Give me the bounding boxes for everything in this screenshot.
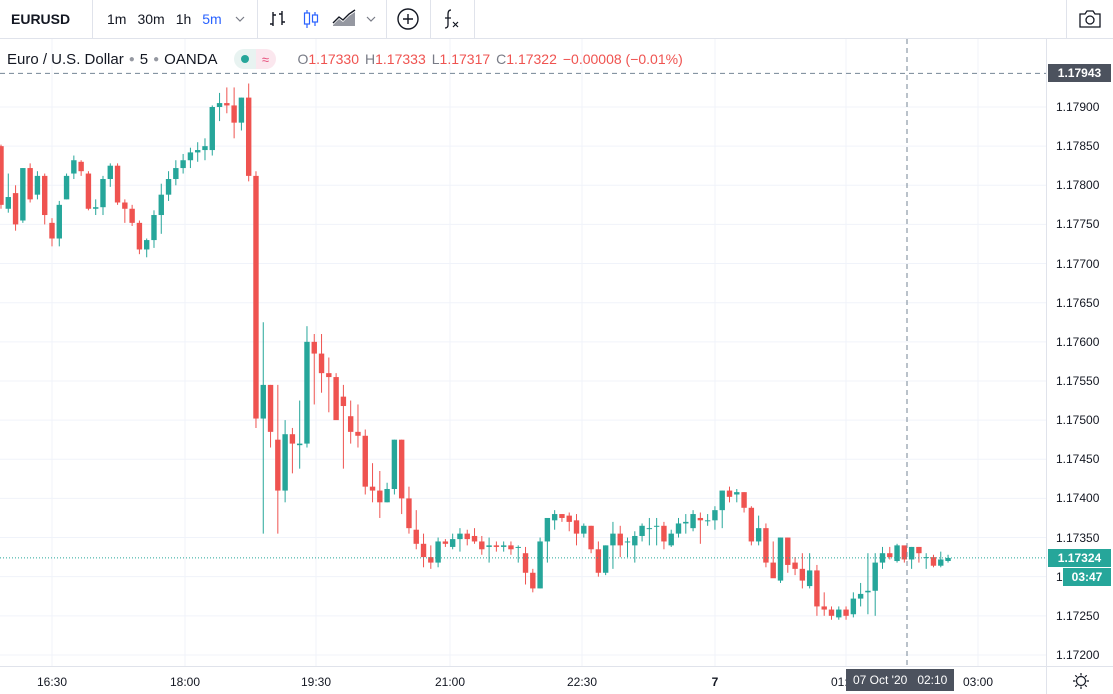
interval-1m[interactable]: 1m xyxy=(107,11,127,27)
time-tick-label: 21:00 xyxy=(434,675,466,689)
ohlc-open: O1.17330 xyxy=(297,51,360,67)
toolbar-divider xyxy=(429,0,431,38)
interval-30m[interactable]: 30m xyxy=(137,11,165,27)
bar-countdown-label: 03:47 xyxy=(1063,567,1111,586)
interval-1h[interactable]: 1h xyxy=(175,11,192,27)
gear-icon xyxy=(1072,672,1089,689)
series-legend: Euro / U.S. Dollar ● 5 ● OANDA ≈ O1.1733… xyxy=(7,48,683,70)
toolbar-divider xyxy=(1066,0,1067,38)
toolbar-divider xyxy=(385,0,387,38)
price-tick-label: 1.17500 xyxy=(1056,413,1100,428)
price-tick-label: 1.17450 xyxy=(1056,452,1100,467)
price-tick-label: 1.17600 xyxy=(1056,334,1100,349)
time-tick-label: 16:30 xyxy=(36,675,68,689)
legend-source: OANDA xyxy=(164,50,218,68)
price-tick-label: 1.17350 xyxy=(1056,530,1100,545)
ohlc-high: H1.17333 xyxy=(365,51,426,67)
toolbar-divider xyxy=(92,0,93,38)
price-tick-label: 1.17700 xyxy=(1056,256,1100,271)
toolbar-divider xyxy=(473,0,475,38)
price-tick-label: 1.17550 xyxy=(1056,373,1100,388)
top-toolbar: EURUSD 1m 30m 1h 5m xyxy=(0,0,1113,39)
delayed-data-icon: ≈ xyxy=(255,49,276,69)
legend-title[interactable]: Euro / U.S. Dollar xyxy=(7,50,124,68)
symbol-search-button[interactable]: EURUSD xyxy=(11,11,71,27)
price-tick-label: 1.17650 xyxy=(1056,295,1100,310)
crosshair-time-label: 07 Oct '20 02:10 xyxy=(846,669,955,691)
price-tick-label: 1.17900 xyxy=(1056,100,1100,114)
price-tick-label: 1.17400 xyxy=(1056,491,1100,506)
price-tick-label: 1.17800 xyxy=(1056,178,1100,193)
camera-icon[interactable] xyxy=(1067,0,1113,38)
ohlc-close: C1.17322 xyxy=(496,51,557,67)
chart-style-chevron-down-icon[interactable] xyxy=(366,14,376,25)
time-tick-label: 03:00 xyxy=(962,675,994,689)
time-tick-label: 18:00 xyxy=(169,675,201,689)
market-status-pill[interactable]: ≈ xyxy=(233,49,276,69)
interval-group: 1m 30m 1h 5m xyxy=(93,0,257,38)
compare-add-icon[interactable] xyxy=(387,0,430,38)
bars-style-icon[interactable] xyxy=(260,0,296,38)
ohlc-values: O1.17330 H1.17333 L1.17317 C1.17322 −0.0… xyxy=(298,51,683,67)
chart-settings-button[interactable] xyxy=(1046,666,1113,694)
interval-5m[interactable]: 5m xyxy=(202,11,222,27)
ohlc-low: L1.17317 xyxy=(431,51,491,67)
legend-separator: ● xyxy=(128,53,135,65)
price-tick-label: 1.17750 xyxy=(1056,217,1100,232)
area-style-icon[interactable] xyxy=(326,0,362,38)
last-price-label: 1.17324 xyxy=(1048,548,1111,567)
price-axis[interactable]: 1.172001.172501.173001.173501.174001.174… xyxy=(1046,39,1113,666)
time-tick-label: 19:30 xyxy=(300,675,332,689)
indicators-fx-icon[interactable] xyxy=(431,0,474,38)
market-open-dot-icon xyxy=(233,49,256,69)
candles-style-icon[interactable] xyxy=(296,0,326,38)
time-tick-label: 7 xyxy=(711,675,719,689)
chart-pane[interactable] xyxy=(0,39,1046,666)
time-tick-label: 22:30 xyxy=(566,675,598,689)
price-tick-label: 1.17850 xyxy=(1056,139,1100,154)
price-tick-label: 1.17250 xyxy=(1056,608,1100,623)
legend-interval: 5 xyxy=(139,50,149,68)
chevron-down-icon[interactable] xyxy=(235,14,245,25)
legend-separator: ● xyxy=(153,53,160,65)
crosshair-price-label: 1.17943 xyxy=(1048,64,1111,83)
candlestick-chart[interactable] xyxy=(0,39,1046,666)
price-tick-label: 1.17200 xyxy=(1056,647,1100,662)
ohlc-change: −0.00008 (−0.01%) xyxy=(562,51,683,67)
toolbar-divider xyxy=(256,0,258,38)
